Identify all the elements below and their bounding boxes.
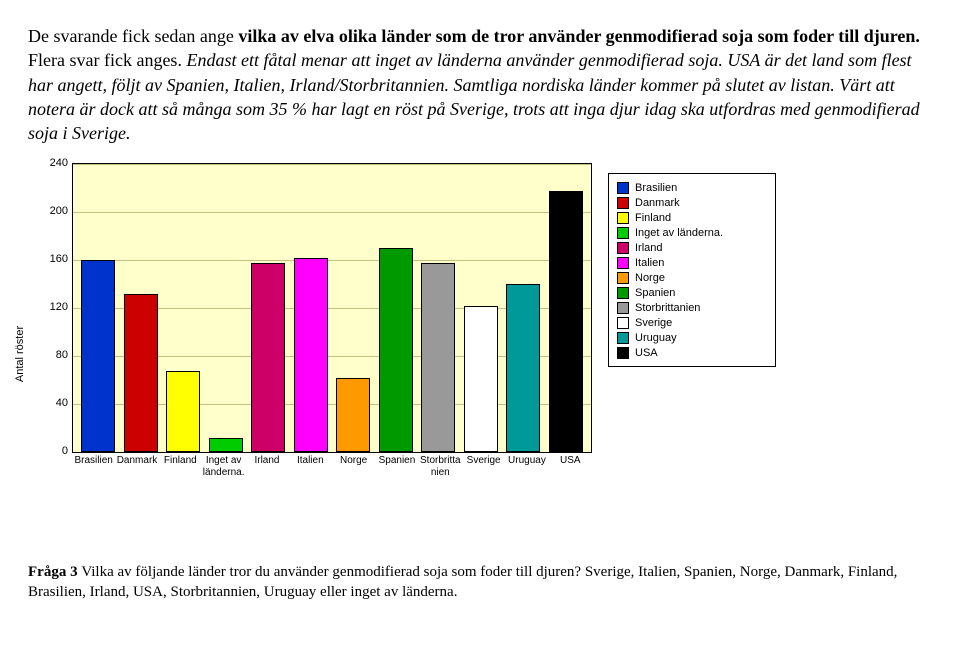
legend-label: USA [635,347,658,359]
bar-slot [247,164,290,452]
bar [294,258,328,452]
legend-item: Spanien [617,285,767,300]
y-tick: 240 [50,157,68,169]
legend-item: Sverige [617,315,767,330]
bar [81,260,115,452]
legend-item: Brasilien [617,180,767,195]
legend-swatch [617,272,629,284]
bar-slot [120,164,163,452]
legend-label: Irland [635,242,663,254]
legend-item: USA [617,345,767,360]
y-tick: 120 [50,301,68,313]
bar-slot [205,164,248,452]
x-label: Norge [332,455,375,478]
x-label: Inget av länderna. [202,455,245,478]
bar-slot [375,164,418,452]
y-tick: 200 [50,205,68,217]
text: De svarande fick sedan ange [28,26,238,46]
legend-swatch [617,317,629,329]
legend-item: Danmark [617,195,767,210]
y-tick: 80 [56,349,68,361]
caption-bold: Fråga 3 [28,564,81,580]
legend-label: Spanien [635,287,675,299]
legend-label: Brasilien [635,182,677,194]
x-label: Spanien [375,455,418,478]
bar [336,378,370,452]
x-label: Uruguay [505,455,548,478]
legend-label: Norge [635,272,665,284]
bar [549,191,583,453]
text: Flera svar fick anges. [28,50,186,70]
bar-slot [162,164,205,452]
x-label: Sverige [462,455,505,478]
x-label: USA [549,455,592,478]
legend-item: Uruguay [617,330,767,345]
x-label: Danmark [115,455,158,478]
x-label: Irland [245,455,288,478]
bar-chart: Antal röster 04080120160200240 Brasilien… [28,163,808,533]
y-axis-label: Antal röster [14,326,26,382]
legend-swatch [617,227,629,239]
legend-label: Inget av länderna. [635,227,723,239]
legend-swatch [617,332,629,344]
legend-swatch [617,212,629,224]
legend-swatch [617,197,629,209]
plot-area [72,163,592,453]
bar [166,371,200,453]
legend-label: Finland [635,212,671,224]
y-axis-ticks: 04080120160200240 [38,163,68,453]
legend-swatch [617,242,629,254]
x-label: Finland [159,455,202,478]
bar-slot [545,164,588,452]
x-label: Italien [289,455,332,478]
bar [209,438,243,452]
legend-item: Italien [617,255,767,270]
x-axis-labels: BrasilienDanmarkFinlandInget av länderna… [72,455,592,478]
bar-slot [417,164,460,452]
legend-label: Sverige [635,317,672,329]
legend-label: Uruguay [635,332,677,344]
y-tick: 40 [56,397,68,409]
y-tick: 0 [62,445,68,457]
bar-slot [332,164,375,452]
figure-caption: Fråga 3 Vilka av följande länder tror du… [28,563,931,602]
legend-swatch [617,182,629,194]
y-tick: 160 [50,253,68,265]
caption-text: Vilka av följande länder tror du använde… [81,564,585,580]
bar [464,306,498,452]
legend-label: Storbrittanien [635,302,700,314]
legend-swatch [617,347,629,359]
bar [421,263,455,453]
legend-swatch [617,257,629,269]
bars-container [73,164,591,452]
bar-slot [502,164,545,452]
bar [124,294,158,452]
bar [506,284,540,452]
legend-label: Danmark [635,197,680,209]
legend-item: Norge [617,270,767,285]
bar [251,263,285,453]
legend-swatch [617,287,629,299]
legend-item: Finland [617,210,767,225]
x-label: Brasilien [72,455,115,478]
bar-slot [290,164,333,452]
legend-swatch [617,302,629,314]
legend-item: Inget av länderna. [617,225,767,240]
x-label: Storbrittanien [419,455,462,478]
legend-item: Irland [617,240,767,255]
intro-paragraph: De svarande fick sedan ange vilka av elv… [28,24,931,145]
bar-slot [460,164,503,452]
legend-item: Storbrittanien [617,300,767,315]
bold-text: vilka av elva olika länder som de tror a… [238,26,920,46]
bar [379,248,413,452]
legend-label: Italien [635,257,664,269]
bar-slot [77,164,120,452]
chart-legend: Brasilien Danmark Finland Inget av länderna… [608,173,776,367]
